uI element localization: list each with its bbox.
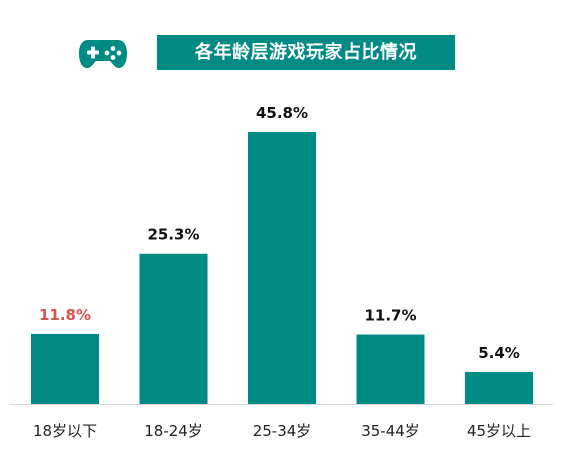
- gamepad-icon: [79, 40, 127, 68]
- value-labels-group: 11.8% 25.3% 45.8% 11.7% 5.4%: [39, 104, 520, 362]
- x-tick-label-3: 25-34岁: [253, 422, 312, 440]
- bar-value-label-5: 5.4%: [478, 344, 520, 362]
- bar-value-label-3: 45.8%: [256, 104, 308, 122]
- bar-value-label-2: 25.3%: [147, 226, 199, 244]
- x-tick-labels-group: 18岁以下 18-24岁 25-34岁 35-44岁 45岁以上: [33, 422, 531, 440]
- x-tick-label-5: 45岁以上: [467, 422, 531, 440]
- bar-3: [248, 132, 316, 404]
- x-tick-label-2: 18-24岁: [144, 422, 203, 440]
- chart-title: 各年龄层游戏玩家占比情况: [157, 35, 455, 70]
- x-tick-label-1: 18岁以下: [33, 422, 97, 440]
- bar-2: [139, 253, 208, 404]
- bars-group: [31, 132, 533, 404]
- bar-value-label-1: 11.8%: [39, 306, 91, 324]
- bar-value-label-4: 11.7%: [364, 307, 416, 325]
- bar-5: [465, 371, 533, 404]
- bar-1: [31, 333, 99, 404]
- x-tick-label-4: 35-44岁: [361, 422, 420, 440]
- bar-4: [356, 334, 425, 404]
